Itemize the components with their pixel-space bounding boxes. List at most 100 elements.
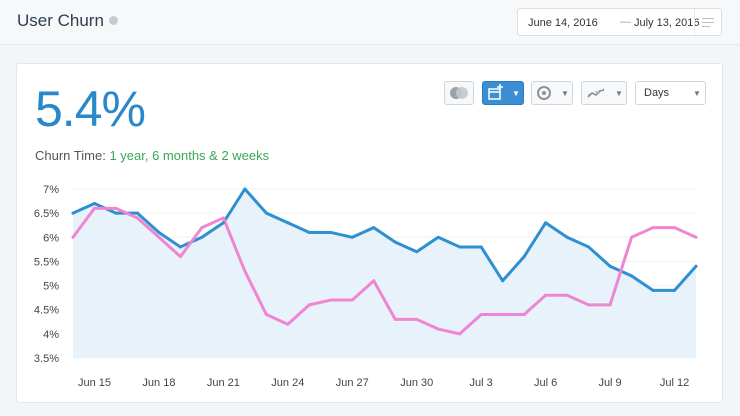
data-point: [565, 235, 569, 239]
data-point: [350, 235, 354, 239]
data-point: [479, 245, 483, 249]
data-point: [479, 313, 483, 317]
data-point: [630, 235, 634, 239]
x-tick-label: Jul 3: [470, 377, 493, 389]
data-point: [587, 245, 591, 249]
data-point: [92, 206, 96, 210]
data-point: [694, 264, 698, 268]
series-current-area: [73, 189, 696, 358]
chevron-down-icon: ▼: [615, 89, 623, 98]
data-point: [135, 216, 139, 220]
y-tick-label: 5%: [43, 281, 59, 293]
data-point: [178, 245, 182, 249]
top-bar: User Churn June 14, 2016 — July 13, 2016: [0, 0, 740, 45]
data-point: [135, 211, 139, 215]
calendar-compare-button[interactable]: ▼: [482, 81, 524, 105]
data-point: [651, 288, 655, 292]
granularity-select[interactable]: Days ▼: [635, 81, 706, 105]
data-point: [544, 221, 548, 225]
data-point: [393, 317, 397, 321]
data-point: [157, 230, 161, 234]
data-point: [200, 235, 204, 239]
data-point: [608, 264, 612, 268]
data-point: [71, 211, 75, 215]
x-tick-label: Jul 6: [534, 377, 557, 389]
data-point: [522, 313, 526, 317]
y-tick-label: 4%: [43, 329, 59, 341]
data-point: [587, 303, 591, 307]
date-start: June 14, 2016: [528, 17, 598, 29]
data-point: [243, 187, 247, 191]
data-point: [307, 303, 311, 307]
page-title: User Churn: [17, 11, 118, 31]
data-point: [415, 317, 419, 321]
data-point: [178, 255, 182, 259]
churn-rate-value: 5.4%: [35, 81, 146, 137]
data-point: [458, 332, 462, 336]
data-point: [329, 230, 333, 234]
data-point: [436, 327, 440, 331]
data-point: [329, 298, 333, 302]
data-point: [264, 211, 268, 215]
series-current-line: [71, 187, 698, 292]
overlap-circles-icon: [450, 87, 468, 99]
data-point: [221, 216, 225, 220]
target-menu-button[interactable]: ▼: [531, 81, 573, 105]
data-point: [651, 226, 655, 230]
y-tick-label: 6.5%: [34, 208, 59, 220]
data-point: [630, 274, 634, 278]
data-point: [286, 322, 290, 326]
chevron-down-icon: ▼: [693, 89, 701, 98]
data-point: [114, 206, 118, 210]
data-point: [200, 226, 204, 230]
x-tick-label: Jul 12: [660, 377, 689, 389]
y-tick-label: 3.5%: [34, 353, 59, 365]
target-icon: [537, 86, 551, 100]
y-tick-label: 6%: [43, 232, 59, 244]
x-tick-label: Jun 27: [336, 377, 369, 389]
data-point: [372, 279, 376, 283]
series-compare-line: [71, 206, 698, 336]
compare-toggle-button[interactable]: [444, 81, 474, 105]
date-separator: —: [620, 16, 631, 28]
data-point: [673, 288, 677, 292]
trendline-menu-button[interactable]: ▼: [581, 81, 627, 105]
info-icon[interactable]: [108, 16, 118, 25]
data-point: [415, 250, 419, 254]
date-range-picker[interactable]: June 14, 2016 — July 13, 2016: [517, 8, 722, 36]
x-tick-label: Jun 21: [207, 377, 240, 389]
chevron-down-icon: ▼: [512, 89, 520, 98]
x-tick-label: Jun 18: [142, 377, 175, 389]
y-tick-label: 5.5%: [34, 256, 59, 268]
data-point: [436, 235, 440, 239]
data-point: [243, 269, 247, 273]
x-tick-label: Jun 24: [271, 377, 304, 389]
data-point: [501, 313, 505, 317]
data-point: [350, 298, 354, 302]
menu-lines-icon[interactable]: [694, 9, 721, 35]
data-point: [307, 230, 311, 234]
x-tick-label: Jul 9: [598, 377, 621, 389]
data-point: [264, 313, 268, 317]
data-point: [157, 235, 161, 239]
data-point: [673, 226, 677, 230]
data-point: [71, 235, 75, 239]
data-point: [522, 255, 526, 259]
chevron-down-icon: ▼: [561, 89, 569, 98]
churn-time-value: 1 year, 6 months & 2 weeks: [109, 148, 270, 163]
y-tick-label: 7%: [43, 184, 59, 196]
data-point: [92, 201, 96, 205]
page-title-text: User Churn: [17, 11, 104, 30]
data-point: [565, 293, 569, 297]
churn-time-label: Churn Time:: [35, 148, 106, 163]
data-point: [114, 211, 118, 215]
trendline-icon: [587, 88, 605, 98]
date-end: July 13, 2016: [634, 17, 700, 29]
data-point: [501, 279, 505, 283]
x-tick-label: Jun 30: [400, 377, 433, 389]
x-tick-label: Jun 15: [78, 377, 111, 389]
calendar-add-icon: [488, 84, 503, 100]
data-point: [372, 226, 376, 230]
data-point: [221, 221, 225, 225]
